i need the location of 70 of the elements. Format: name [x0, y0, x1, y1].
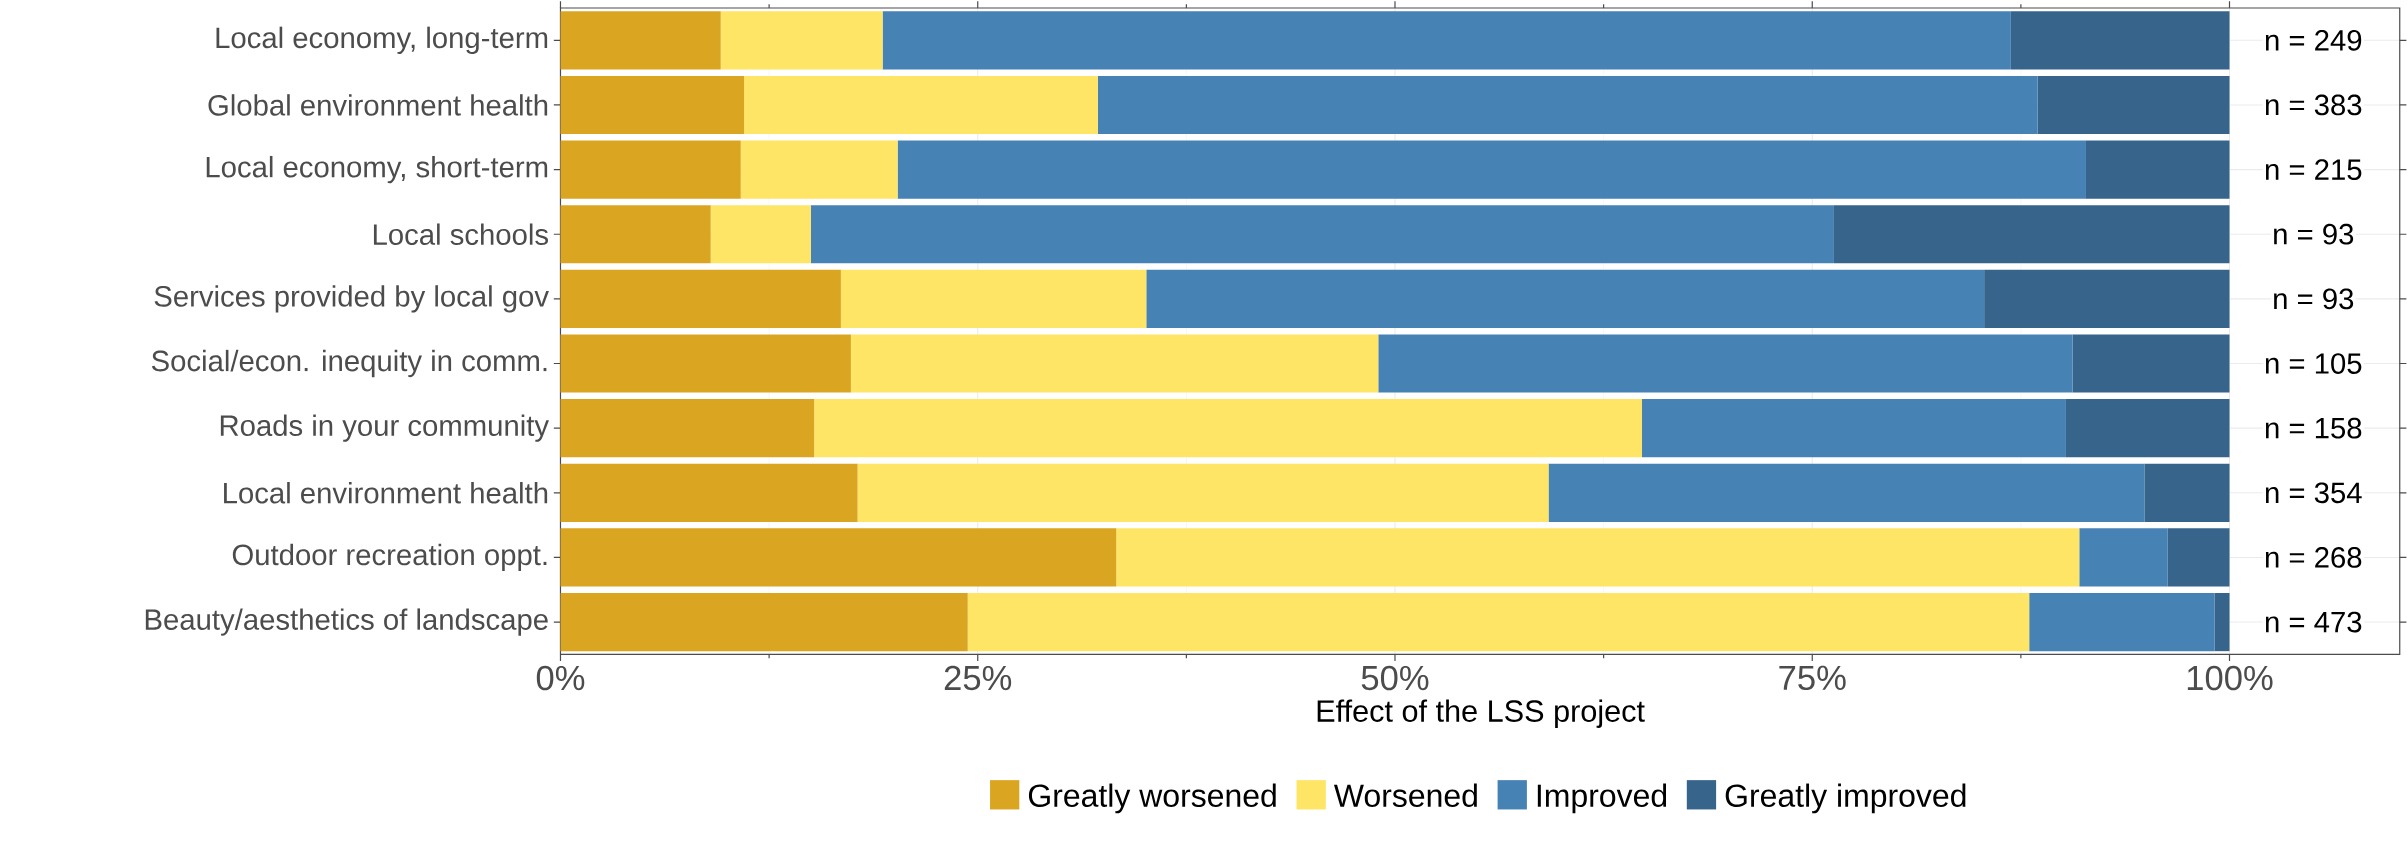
x-tick-label: 75% [1779, 665, 1846, 691]
bar [810, 205, 1834, 264]
bar [560, 205, 711, 264]
bar [560, 11, 721, 70]
bar [1378, 334, 2073, 393]
bar [2085, 140, 2230, 199]
y-tick-label: Local economy, long-term [216, 26, 548, 54]
bar [850, 334, 1379, 393]
annotation: n = 354 [2265, 482, 2362, 504]
y-tick-label: Local schools [373, 223, 548, 245]
y-tick-label: Global environment health [208, 94, 548, 116]
annotation: n = 105 [2265, 353, 2362, 374]
y-tick-label: Beauty/aesthetics of landscape [145, 608, 548, 636]
annotation: n = 383 [2265, 94, 2362, 116]
legend-label: Greatly worsened [1028, 783, 1276, 814]
bar [560, 528, 1117, 587]
bar [720, 11, 883, 70]
x-tick-label: 100% [2187, 665, 2273, 691]
y-tick-label: Roads in your community [220, 414, 549, 442]
bar [560, 75, 745, 134]
bar [560, 140, 741, 199]
annotation: n = 215 [2265, 159, 2362, 180]
bar [1548, 463, 2145, 522]
bar [2072, 334, 2230, 393]
bar [814, 398, 1643, 458]
bar [2167, 528, 2230, 587]
annotation: n = 93 [2274, 223, 2354, 245]
y-tick-label: Services provided by local gov [154, 285, 549, 313]
bar [2037, 75, 2230, 134]
annotation: n = 158 [2265, 417, 2362, 439]
legend-label: Worsened [1333, 783, 1477, 807]
legend-label: Greatly improved [1725, 783, 1966, 814]
x-axis-title: Effect of the LSS project [1317, 699, 1645, 728]
y-tick-label: Outdoor recreation oppt. [232, 543, 547, 571]
bar [1097, 75, 2038, 134]
bar [897, 140, 2086, 199]
x-tick-label: 0% [536, 665, 585, 691]
bar [840, 269, 1147, 328]
bar [560, 269, 841, 328]
bar [560, 592, 968, 652]
annotation: n = 93 [2274, 288, 2354, 310]
annotation: n = 268 [2265, 546, 2362, 568]
bar [744, 75, 1098, 134]
bar [857, 463, 1549, 522]
bar [967, 592, 2030, 652]
annotation: n = 249 [2265, 29, 2362, 51]
bar [560, 334, 851, 393]
bar [1146, 269, 1985, 328]
bar [740, 140, 898, 199]
bar [560, 398, 815, 458]
bar [2079, 528, 2168, 587]
y-tick-label: Social/econ. inequity in comm. [151, 349, 547, 378]
bar [1833, 205, 2230, 264]
y-tick-label: Local economy, short-term [206, 155, 548, 184]
y-tick-label: Local environment health [224, 481, 548, 504]
bar [2065, 398, 2230, 458]
bar [710, 205, 811, 264]
x-tick-label: 25% [944, 665, 1012, 691]
bar [1984, 269, 2230, 328]
legend-label: Improved [1537, 783, 1667, 814]
bar [2214, 592, 2230, 652]
bar [2010, 11, 2230, 70]
bar [2144, 463, 2230, 522]
x-tick-label: 50% [1361, 665, 1429, 691]
bar [882, 11, 2011, 70]
bar [1642, 398, 2066, 458]
bar [1116, 528, 2080, 587]
annotation: n = 473 [2265, 611, 2362, 633]
bar [560, 463, 858, 522]
bar [2029, 592, 2215, 652]
